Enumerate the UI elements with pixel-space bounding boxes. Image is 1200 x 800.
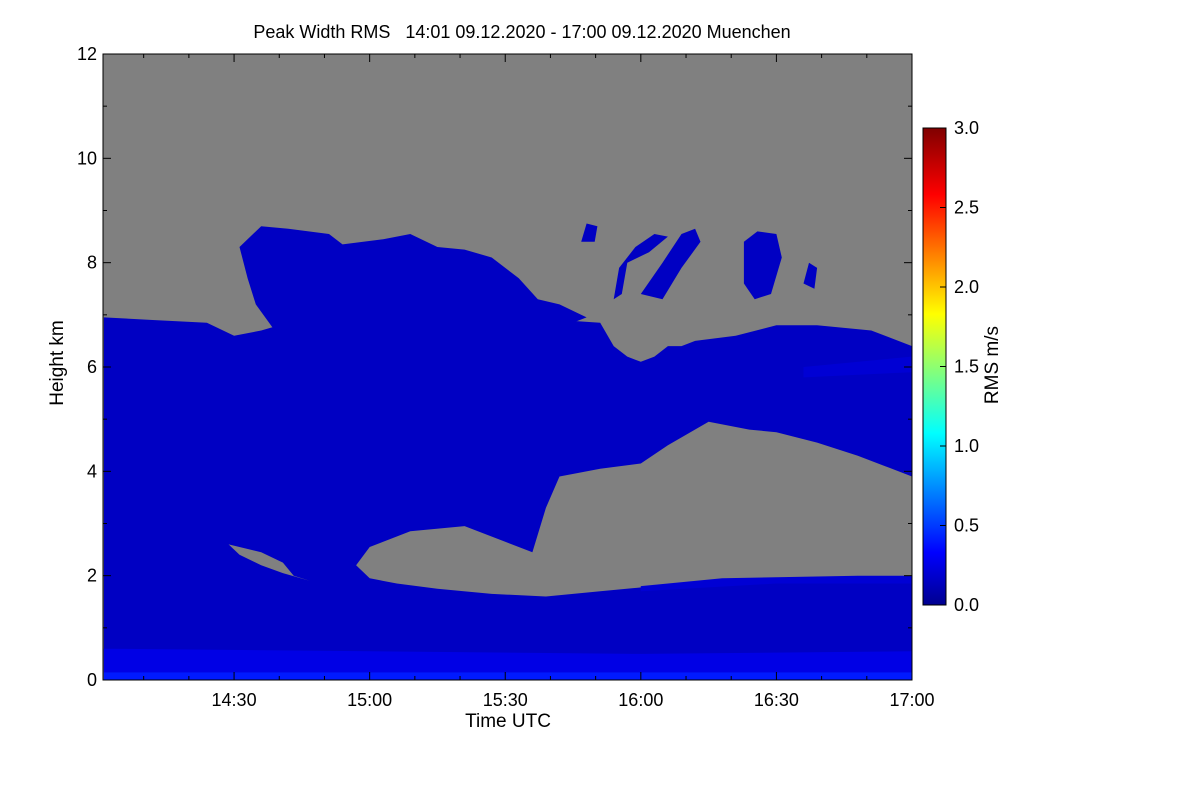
region-cell-2 <box>640 228 701 300</box>
colorbar-ticks: 0.0 0.5 1.0 1.5 2.0 2.5 3.0 <box>940 118 979 615</box>
x-tick-label: 15:00 <box>347 690 392 710</box>
region-cell-1 <box>613 234 668 300</box>
chart-title: Peak Width RMS 14:01 09.12.2020 - 17:00 … <box>253 22 790 42</box>
radar-data-layer <box>103 223 912 680</box>
y-tick-label: 6 <box>87 357 97 377</box>
region-clear-gap-1 <box>356 421 912 597</box>
x-tick-label: 16:30 <box>754 690 799 710</box>
colorbar-tick-label: 2.5 <box>954 198 979 218</box>
colorbar-tick-label: 0.5 <box>954 516 979 536</box>
region-cell-3 <box>743 231 782 300</box>
x-tick-label: 14:30 <box>212 690 257 710</box>
y-tick-label: 8 <box>87 253 97 273</box>
colorbar-tick-label: 3.0 <box>954 118 979 138</box>
region-band-2km <box>640 575 912 592</box>
y-tick-label: 2 <box>87 566 97 586</box>
region-cell-5 <box>803 262 818 289</box>
y-axis: 0 2 4 6 8 10 12 <box>77 44 912 690</box>
x-axis-label: Time UTC <box>465 711 551 732</box>
region-cell-4 <box>581 223 598 242</box>
y-tick-label: 4 <box>87 461 97 481</box>
x-tick-label: 16:00 <box>618 690 663 710</box>
region-upper-cloud-layer <box>239 226 587 331</box>
region-band-6km <box>803 356 912 378</box>
colorbar-tick-label: 0.0 <box>954 595 979 615</box>
colorbar-tick-label: 2.0 <box>954 277 979 297</box>
y-axis-label: Height km <box>47 320 68 406</box>
x-axis: 14:30 15:00 15:30 16:00 16:30 17:00 <box>143 54 935 710</box>
region-low-band <box>103 648 912 673</box>
y-tick-label: 12 <box>77 44 97 64</box>
colorbar-tick-label: 1.5 <box>954 357 979 377</box>
region-clear-gap-2 <box>228 544 310 581</box>
x-tick-label: 15:30 <box>483 690 528 710</box>
y-tick-label: 10 <box>77 148 97 168</box>
y-tick-label: 0 <box>87 670 97 690</box>
region-surface-band <box>103 672 912 680</box>
colorbar-label: RMS m/s <box>982 326 1003 404</box>
colorbar-tick-label: 1.0 <box>954 436 979 456</box>
x-tick-label: 17:00 <box>889 690 934 710</box>
